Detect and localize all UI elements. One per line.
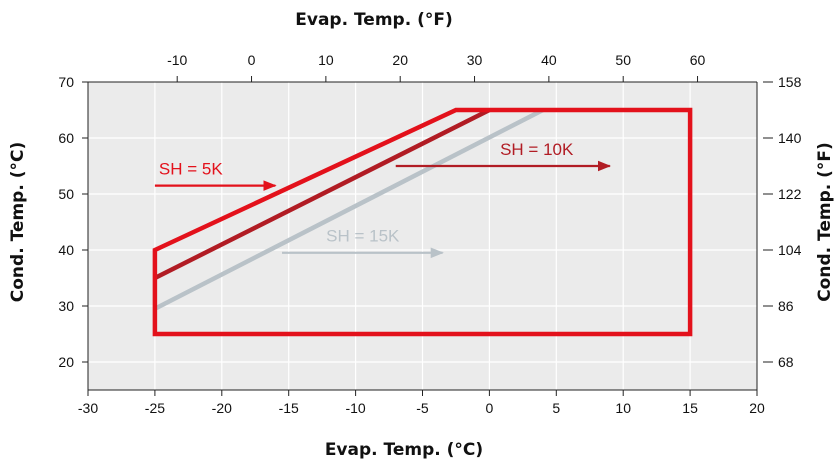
annotations: SH = 5K SH = 10K SH = 15K xyxy=(154,140,612,259)
annotation-label: SH = 5K xyxy=(159,159,223,178)
series-sh5-envelope xyxy=(152,107,693,337)
top-tick-label: 20 xyxy=(392,52,408,68)
right-tick-label: 140 xyxy=(778,130,802,146)
right-tick-label: 68 xyxy=(778,354,794,370)
annotation-label: SH = 15K xyxy=(326,227,400,246)
y-tick-label: 30 xyxy=(58,298,74,314)
right-tick-label: 158 xyxy=(778,74,802,90)
y-tick-label: 20 xyxy=(58,354,74,370)
y-tick-label: 60 xyxy=(58,130,74,146)
x-tick-label: -15 xyxy=(279,400,299,416)
right-tick-label: 122 xyxy=(778,186,802,202)
series-lines xyxy=(152,107,693,337)
top-tick-label: 60 xyxy=(690,52,706,68)
x-tick-label: -20 xyxy=(212,400,232,416)
series-sh10-line xyxy=(153,107,491,281)
y-axis-left-title: Cond. Temp. (°C) xyxy=(8,142,28,302)
y-axis-right-title: Cond. Temp. (°F) xyxy=(815,142,835,302)
annotation-label: SH = 10K xyxy=(500,140,574,159)
top-tick-label: 10 xyxy=(318,52,334,68)
top-tick-label: 30 xyxy=(467,52,483,68)
y-tick-label: 40 xyxy=(58,242,74,258)
x-tick-label: 10 xyxy=(615,400,631,416)
x-tick-label: -5 xyxy=(416,400,429,416)
top-tick-label: 0 xyxy=(248,52,256,68)
top-tick-label: 50 xyxy=(615,52,631,68)
x-axis-bottom-title: Evap. Temp. (°C) xyxy=(325,440,483,460)
right-tick-label: 104 xyxy=(778,242,802,258)
series-sh15-line xyxy=(153,107,544,311)
x-tick-label: 20 xyxy=(749,400,765,416)
x-tick-label: -30 xyxy=(78,400,98,416)
top-tick-label: -10 xyxy=(167,52,187,68)
x-tick-label: 0 xyxy=(486,400,494,416)
x-tick-label: 5 xyxy=(552,400,560,416)
x-axis-top-title: Evap. Temp. (°F) xyxy=(295,10,453,30)
y-tick-label: 50 xyxy=(58,186,74,202)
axes xyxy=(87,81,758,391)
x-tick-label: 15 xyxy=(682,400,698,416)
y-tick-label: 70 xyxy=(58,74,74,90)
tick-labels: -30 -25 -20 -15 -10 -5 0 5 10 15 20 20 30 40 50 60 70 -10… xyxy=(58,52,801,416)
top-tick-label: 40 xyxy=(541,52,557,68)
right-tick-label: 86 xyxy=(778,298,794,314)
x-tick-label: -10 xyxy=(345,400,365,416)
x-tick-label: -25 xyxy=(145,400,165,416)
